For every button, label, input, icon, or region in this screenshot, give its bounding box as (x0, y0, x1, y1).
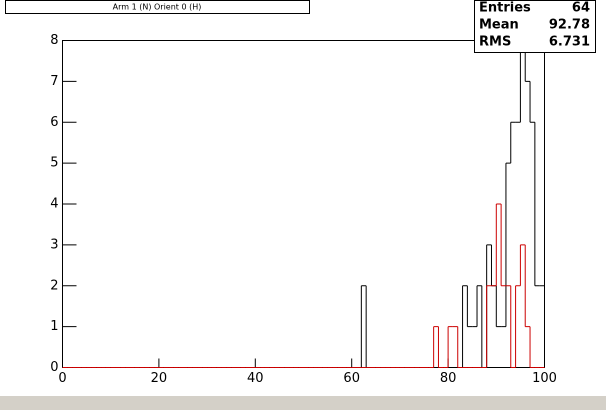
stat-value: 92.78 (549, 18, 590, 33)
stat-value: 64 (572, 1, 590, 16)
x-tick-label: 0 (58, 371, 66, 386)
x-tick-label: 80 (440, 371, 457, 386)
title-box (5, 0, 310, 14)
x-tick-label: 40 (247, 371, 264, 386)
x-tick-label: 60 (343, 371, 360, 386)
y-tick-label: 0 (50, 360, 58, 375)
y-tick-label: 3 (50, 237, 58, 252)
x-tick-label: 20 (151, 371, 168, 386)
y-tick-label: 5 (50, 156, 58, 171)
stat-label: Mean (479, 18, 519, 33)
chart-title: Arm 1 (N) Orient 0 (H) (113, 3, 202, 12)
status-bar (0, 396, 606, 410)
y-tick-label: 7 (50, 74, 58, 89)
stats-box (474, 0, 596, 53)
stat-label: RMS (479, 35, 511, 50)
y-tick-label: 2 (50, 278, 58, 293)
y-tick-label: 6 (50, 115, 58, 130)
stats-group: Entries 64 Mean 92.78 RMS 6.731 (479, 1, 590, 50)
plot-area: 0 20 40 60 80 100 0 1 2 3 4 5 6 7 8 (50, 33, 557, 386)
y-tick-label: 1 (50, 319, 58, 334)
y-tick-label: 8 (50, 33, 58, 48)
stat-label: Entries (479, 1, 531, 16)
stat-value: 6.731 (549, 35, 590, 50)
plot-frame (62, 40, 545, 368)
y-tick-label: 4 (50, 197, 58, 212)
x-tick-label: 100 (532, 371, 557, 386)
